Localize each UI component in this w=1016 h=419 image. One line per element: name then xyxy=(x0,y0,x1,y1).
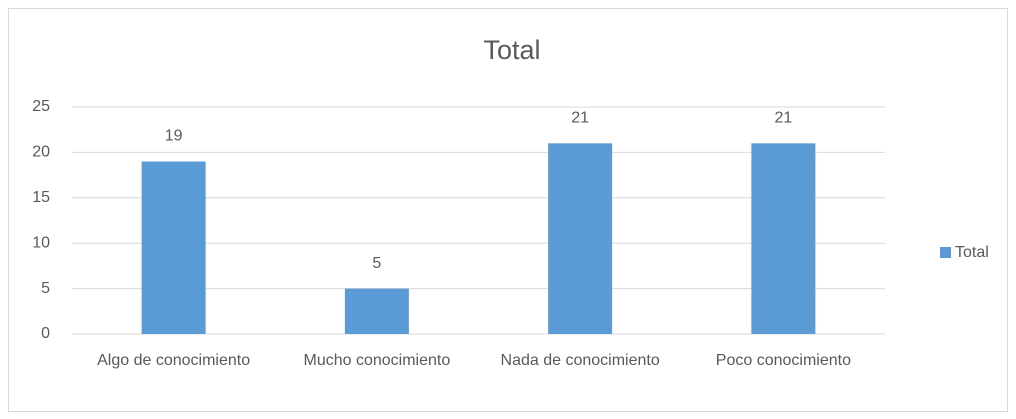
data-label: 21 xyxy=(571,110,589,127)
y-tick-label: 10 xyxy=(32,234,50,251)
y-tick-label: 25 xyxy=(32,98,50,115)
y-tick-label: 20 xyxy=(32,144,50,161)
y-tick-label: 0 xyxy=(41,325,50,342)
legend-label: Total xyxy=(955,244,989,261)
bar xyxy=(751,143,816,334)
data-label: 21 xyxy=(774,110,792,127)
x-tick-label: Nada de conocimiento xyxy=(500,352,660,369)
data-label: 5 xyxy=(372,255,381,272)
bar xyxy=(344,288,409,334)
data-label: 19 xyxy=(165,128,183,145)
x-tick-label: Algo de conocimiento xyxy=(97,352,251,369)
x-tick-label: Poco conocimiento xyxy=(715,352,851,369)
legend-swatch xyxy=(940,247,951,258)
x-tick-label: Mucho conocimiento xyxy=(303,352,451,369)
bar xyxy=(548,143,613,334)
bar xyxy=(141,161,206,334)
y-tick-label: 15 xyxy=(32,189,50,206)
chart-title: Total xyxy=(483,35,540,65)
y-tick-label: 5 xyxy=(41,280,50,297)
